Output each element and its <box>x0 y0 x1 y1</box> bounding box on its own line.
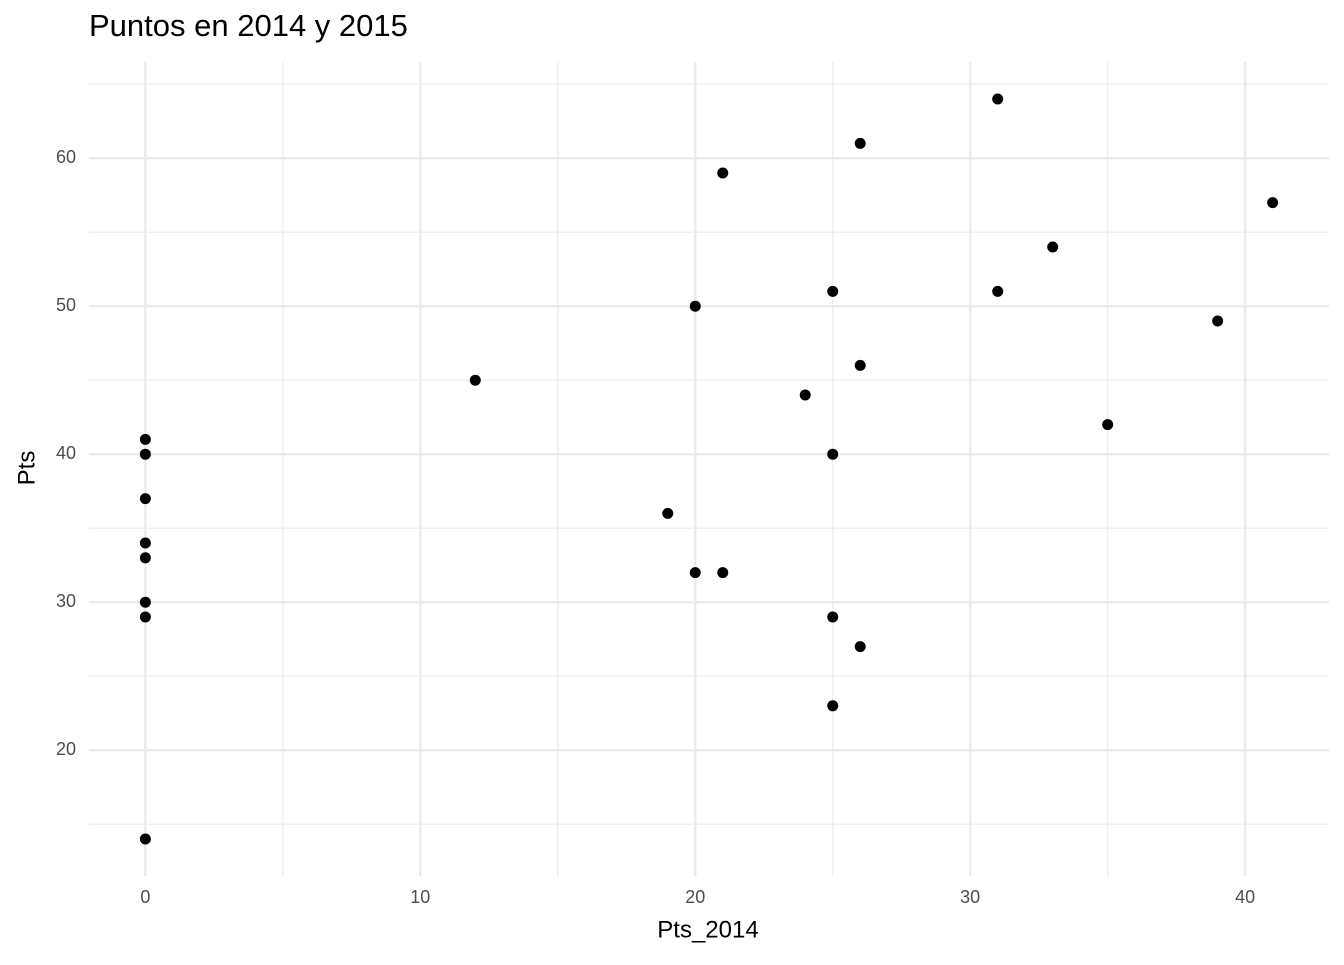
point <box>992 93 1004 105</box>
point <box>827 448 839 460</box>
x-tick-label: 30 <box>960 887 980 907</box>
point <box>689 567 701 579</box>
point <box>717 167 729 179</box>
point <box>139 493 151 505</box>
point <box>854 359 866 371</box>
x-tick-label: 40 <box>1235 887 1255 907</box>
point <box>827 611 839 623</box>
point <box>827 285 839 297</box>
point <box>1102 419 1114 431</box>
point <box>1047 241 1059 253</box>
point <box>469 374 481 386</box>
point <box>139 448 151 460</box>
y-tick-label: 20 <box>56 739 76 759</box>
point <box>1267 197 1279 209</box>
point <box>992 285 1004 297</box>
y-tick-label: 50 <box>56 295 76 315</box>
point <box>139 596 151 608</box>
x-axis-label: Pts_2014 <box>657 916 758 943</box>
y-tick-label: 30 <box>56 591 76 611</box>
point <box>827 700 839 712</box>
point <box>139 833 151 845</box>
point <box>662 507 674 519</box>
point <box>799 389 811 401</box>
point <box>139 611 151 623</box>
point <box>717 567 729 579</box>
point <box>1212 315 1224 327</box>
x-tick-label: 10 <box>410 887 430 907</box>
x-tick-label: 0 <box>140 887 150 907</box>
chart-title: Puntos en 2014 y 2015 <box>89 8 408 43</box>
y-tick-label: 60 <box>56 147 76 167</box>
y-axis-label: Pts <box>13 451 40 486</box>
point <box>139 552 151 564</box>
point <box>854 137 866 149</box>
y-tick-label: 40 <box>56 443 76 463</box>
point <box>689 300 701 312</box>
x-tick-label: 20 <box>685 887 705 907</box>
point <box>854 641 866 653</box>
point <box>139 537 151 549</box>
point <box>139 433 151 445</box>
